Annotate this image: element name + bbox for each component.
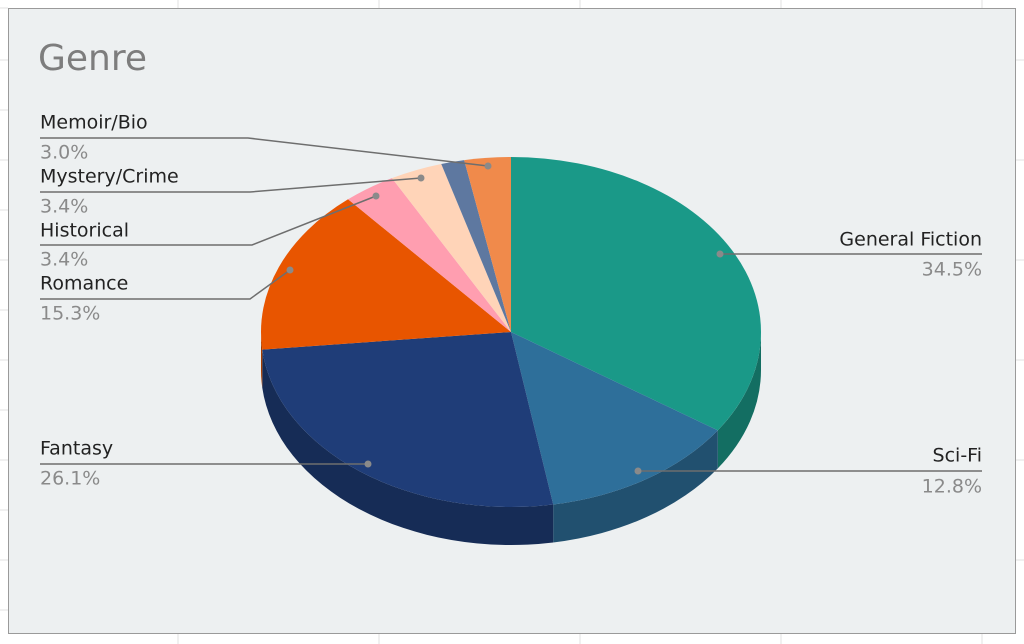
- slice-label: Sci-Fi: [933, 445, 982, 467]
- slice-label: Fantasy: [40, 438, 113, 460]
- leader-dot: [372, 192, 380, 200]
- leader-dot: [417, 174, 425, 182]
- pie-tops: [261, 157, 761, 507]
- pie-slice: [261, 199, 511, 350]
- slice-value-label: 3.4%: [40, 249, 88, 271]
- leader-dot: [286, 266, 294, 274]
- chart-title: Genre: [38, 38, 147, 79]
- pie-slice: [391, 163, 511, 332]
- leader-line: [40, 195, 377, 246]
- slice-label: Romance: [40, 273, 128, 295]
- pie-slice: [464, 157, 511, 332]
- leader-line: [40, 137, 489, 167]
- pie-slice: [262, 332, 554, 507]
- slice-label: Memoir/Bio: [40, 112, 148, 134]
- slice-value-label: 12.8%: [922, 476, 982, 498]
- leader-dot: [716, 250, 724, 258]
- leader-dot: [634, 467, 642, 475]
- leader-dot: [364, 460, 372, 468]
- pie-slice: [511, 157, 761, 431]
- slice-value-label: 34.5%: [922, 259, 982, 281]
- leader-line: [40, 177, 422, 193]
- slice-value-label: 26.1%: [40, 468, 100, 490]
- pie-slice-side: [553, 430, 718, 543]
- slice-label: Historical: [40, 220, 129, 242]
- slice-value-label: 3.4%: [40, 196, 88, 218]
- slice-value-label: 15.3%: [40, 303, 100, 325]
- slice-label: General Fiction: [839, 229, 982, 251]
- leader-dot: [484, 162, 492, 170]
- pie-slice: [511, 332, 718, 505]
- pie-slice: [441, 160, 511, 332]
- pie-slice-side: [262, 349, 554, 545]
- slice-value-label: 3.0%: [40, 142, 88, 164]
- pie-slice-side: [717, 332, 761, 469]
- slice-label: Mystery/Crime: [40, 166, 179, 188]
- pie-sides: [261, 332, 761, 545]
- pie-slice: [348, 178, 511, 332]
- leader-line: [40, 269, 291, 300]
- labels: General Fiction 34.5% Sci-Fi 12.8% Fantasy 26…: [40, 112, 982, 498]
- pie-slice-side: [261, 332, 263, 388]
